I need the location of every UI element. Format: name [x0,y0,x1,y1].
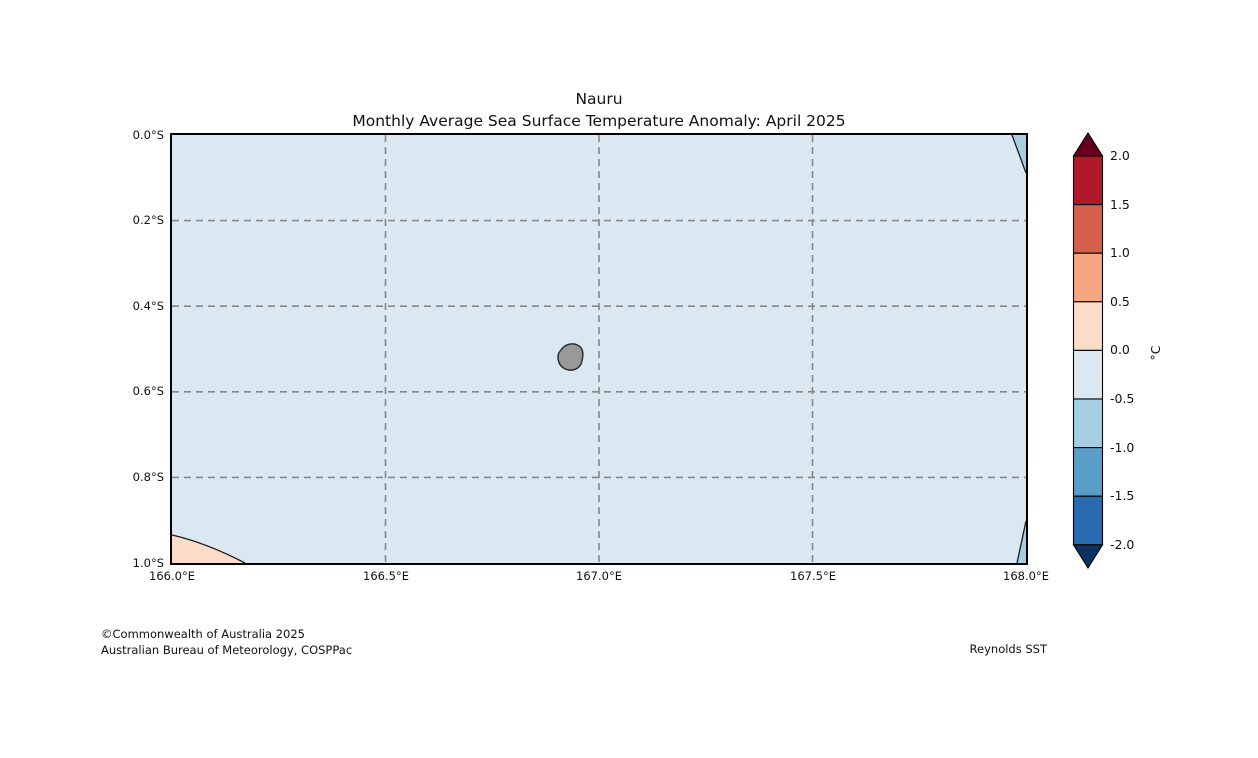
colorbar-seg-0-5-1-0 [1072,252,1104,303]
xtick-166-0e: 166.0°E [149,569,195,583]
xtick-167-0e: 167.0°E [576,569,622,583]
ytick-1-0s: 1.0°S [132,556,164,570]
graticule [172,135,1026,563]
contour-line-southeast [1016,520,1026,563]
xtick-168-0e: 168.0°E [1003,569,1049,583]
map-canvas [172,135,1026,563]
ytick-0-6s: 0.6°S [132,384,164,398]
map-plot-area [170,133,1028,565]
attribution-block: ©Commonwealth of Australia 2025 Australi… [101,626,352,658]
ytick-0-0s: 0.0°S [132,128,164,142]
contour-line-southwest [172,534,246,563]
xtick-167-5e: 167.5°E [790,569,836,583]
colorbar-seg-1-0-1-5 [1072,204,1104,254]
warm-anomaly-patch-southwest [172,535,245,563]
figure-title-heading: Monthly Average Sea Surface Temperature … [352,112,846,130]
title-block: Nauru Monthly Average Sea Surface Temper… [172,88,1026,132]
cbar-tick-0-5: 0.5 [1110,294,1130,309]
agency-text: Australian Bureau of Meteorology, COSPPa… [101,643,353,657]
ytick-0-2s: 0.2°S [132,213,164,227]
cbar-tick-0-0: 0.0 [1110,342,1130,357]
cbar-tick-1-0: 1.0 [1110,245,1130,260]
colorbar-under-arrow [1072,544,1104,570]
colorbar-seg-0-0-0-5 [1072,301,1104,351]
xtick-166-5e: 166.5°E [363,569,409,583]
colorbar-seg-m1-0-m0-5 [1072,398,1104,449]
cbar-tick-1-5: 1.5 [1110,197,1130,212]
colorbar [1072,131,1104,570]
colorbar-unit-label: °C [1148,345,1163,361]
sea-fill [172,135,1026,563]
data-source-text: Reynolds SST [969,642,1047,656]
ytick-0-4s: 0.4°S [132,299,164,313]
cbar-tick-m1-0: -1.0 [1110,440,1135,455]
contour-line-northeast [1011,135,1026,174]
cbar-tick-m0-5: -0.5 [1110,391,1135,406]
colorbar-seg-m2-0-m1-5 [1072,495,1104,546]
colorbar-seg-1-5-2-0 [1072,155,1104,206]
copyright-text: ©Commonwealth of Australia 2025 [101,627,306,641]
figure-title-location: Nauru [575,90,623,108]
cbar-tick-m2-0: -2.0 [1110,537,1135,552]
ytick-0-8s: 0.8°S [132,470,164,484]
colorbar-seg-m0-5-0-0 [1072,349,1104,400]
cbar-tick-2-0: 2.0 [1110,148,1130,163]
island-nauru [557,343,584,371]
colorbar-over-arrow [1072,131,1104,157]
cbar-tick-m1-5: -1.5 [1110,488,1135,503]
colorbar-seg-m1-5-m1-0 [1072,447,1104,497]
